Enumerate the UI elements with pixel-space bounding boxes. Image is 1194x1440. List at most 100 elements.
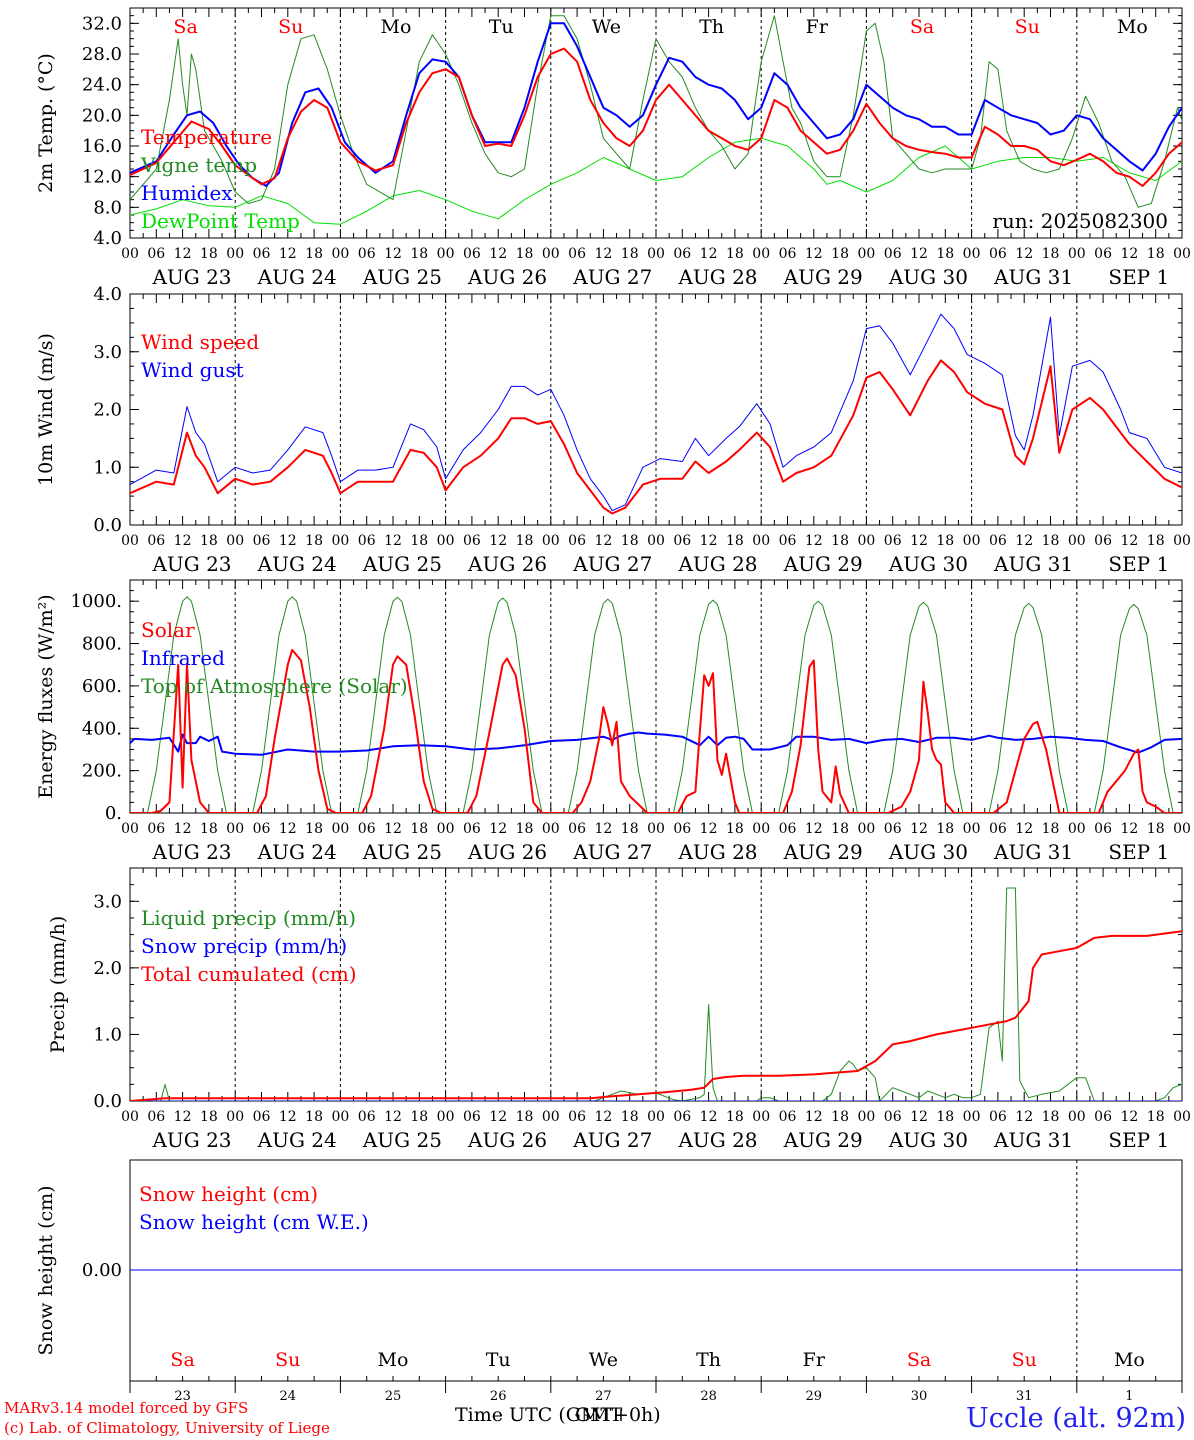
hour-tick-label: 18 bbox=[410, 533, 428, 549]
hour-tick-label: 00 bbox=[857, 1109, 875, 1125]
hour-tick-label: 06 bbox=[673, 246, 691, 262]
hour-tick-label: 12 bbox=[1120, 533, 1138, 549]
date-label: AUG 24 bbox=[257, 552, 337, 576]
panel-energy: 0. 200. 400. 600. 800. 1000. Energy fluxes (W/… bbox=[35, 579, 1191, 864]
hour-tick-label: 12 bbox=[700, 821, 718, 837]
hour-tick-label: 12 bbox=[489, 533, 507, 549]
weekday-label: Mo bbox=[381, 16, 412, 38]
date-label: AUG 31 bbox=[993, 552, 1073, 576]
series-line-temperature bbox=[130, 47, 1182, 187]
hour-tick-label: 00 bbox=[963, 1109, 981, 1125]
hour-tick-label: 18 bbox=[936, 533, 954, 549]
date-label: AUG 25 bbox=[362, 840, 442, 864]
hour-tick-label: 12 bbox=[805, 821, 823, 837]
y-tick-label: 2.0 bbox=[93, 958, 122, 979]
hour-tick-label: 18 bbox=[831, 1109, 849, 1125]
hour-tick-label: 12 bbox=[910, 533, 928, 549]
model-credit: MARv3.14 model forced by GFS bbox=[4, 1399, 249, 1417]
weekday-label: Su bbox=[1012, 1349, 1037, 1371]
date-label: AUG 30 bbox=[888, 265, 968, 289]
hour-tick-label: 00 bbox=[121, 821, 139, 837]
hour-tick-label: 12 bbox=[384, 1109, 402, 1125]
y-tick-label: 0.0 bbox=[93, 515, 122, 536]
hour-tick-label: 00 bbox=[647, 533, 665, 549]
hour-tick-label: 12 bbox=[279, 246, 297, 262]
y-axis-title: 10m Wind (m/s) bbox=[35, 333, 57, 486]
hour-tick-label: 18 bbox=[410, 246, 428, 262]
hour-tick-label: 06 bbox=[673, 533, 691, 549]
hour-tick-label: 12 bbox=[910, 1109, 928, 1125]
date-label: AUG 30 bbox=[888, 552, 968, 576]
hour-tick-label: 12 bbox=[384, 246, 402, 262]
hour-tick-label: 00 bbox=[963, 533, 981, 549]
hour-tick-label: 18 bbox=[305, 821, 323, 837]
hour-tick-label: 00 bbox=[1068, 246, 1086, 262]
hour-tick-label: 18 bbox=[305, 533, 323, 549]
hour-tick-label: 18 bbox=[621, 533, 639, 549]
date-label: AUG 27 bbox=[572, 1128, 652, 1152]
hour-tick-label: 12 bbox=[174, 821, 192, 837]
hour-tick-label: 06 bbox=[253, 1109, 271, 1125]
hour-tick-label: 18 bbox=[1147, 821, 1165, 837]
legend-entry: Humidex bbox=[141, 181, 233, 205]
date-label: AUG 28 bbox=[677, 840, 757, 864]
hour-tick-label: 12 bbox=[700, 1109, 718, 1125]
hour-tick-label: 06 bbox=[989, 821, 1007, 837]
date-label: AUG 27 bbox=[572, 552, 652, 576]
date-label: AUG 23 bbox=[151, 840, 231, 864]
hour-tick-label: 06 bbox=[989, 1109, 1007, 1125]
date-label: AUG 27 bbox=[572, 840, 652, 864]
weekday-label: Tu bbox=[489, 16, 514, 38]
hour-tick-label: 06 bbox=[779, 533, 797, 549]
hour-tick-label: 00 bbox=[857, 821, 875, 837]
panel-precip: 0.0 1.0 2.0 3.0 Precip (mm/h) 00 06 12 18 00 06 12 1… bbox=[47, 867, 1191, 1152]
hour-tick-label: 18 bbox=[1042, 821, 1060, 837]
hour-tick-label: 12 bbox=[1015, 1109, 1033, 1125]
y-tick-label: 4.0 bbox=[93, 284, 122, 305]
date-label: AUG 31 bbox=[993, 840, 1073, 864]
hour-tick-label: 18 bbox=[621, 821, 639, 837]
date-label: AUG 26 bbox=[467, 552, 547, 576]
hour-tick-label: 06 bbox=[147, 533, 165, 549]
hour-tick-label: 00 bbox=[752, 821, 770, 837]
y-axis-title: 2m Temp. (°C) bbox=[35, 53, 57, 193]
hour-tick-label: 06 bbox=[884, 1109, 902, 1125]
hour-tick-label: 06 bbox=[1094, 533, 1112, 549]
legend-entry: Total cumulated (cm) bbox=[141, 962, 357, 986]
hour-tick-label: 06 bbox=[463, 821, 481, 837]
hour-tick-label: 18 bbox=[516, 1109, 534, 1125]
hour-tick-label: 12 bbox=[1120, 1109, 1138, 1125]
day-number-label: 25 bbox=[385, 1389, 402, 1404]
weekday-label: Th bbox=[699, 16, 724, 38]
hour-tick-label: 12 bbox=[1015, 246, 1033, 262]
time-axis-overlap-label: GMT bbox=[575, 1404, 623, 1426]
date-label: AUG 24 bbox=[257, 265, 337, 289]
hour-tick-label: 00 bbox=[1068, 821, 1086, 837]
station-label: Uccle (alt. 92m) bbox=[966, 1403, 1186, 1434]
day-number-label: 27 bbox=[595, 1389, 612, 1404]
hour-tick-label: 00 bbox=[963, 821, 981, 837]
weekday-label: Mo bbox=[1117, 16, 1148, 38]
weekday-label: Sa bbox=[170, 1349, 194, 1371]
legend-entry: Infrared bbox=[141, 646, 225, 670]
run-label: run: 2025082300 bbox=[992, 209, 1168, 233]
hour-tick-label: 06 bbox=[568, 246, 586, 262]
series-line-top-of-atmosphere-solar bbox=[130, 596, 1182, 813]
hour-tick-label: 00 bbox=[331, 1109, 349, 1125]
hour-tick-label: 18 bbox=[516, 246, 534, 262]
series-line-wind-speed bbox=[130, 359, 1182, 515]
weekday-label: We bbox=[592, 16, 621, 38]
hour-tick-label: 00 bbox=[963, 246, 981, 262]
date-label: SEP 1 bbox=[1108, 840, 1169, 864]
weekday-label: Su bbox=[1015, 16, 1040, 38]
y-tick-label: 400. bbox=[82, 718, 122, 739]
day-number-label: 1 bbox=[1125, 1389, 1133, 1404]
hour-tick-label: 06 bbox=[568, 1109, 586, 1125]
hour-tick-label: 12 bbox=[489, 246, 507, 262]
hour-tick-label: 00 bbox=[121, 1109, 139, 1125]
date-label: AUG 23 bbox=[151, 1128, 231, 1152]
hour-tick-label: 06 bbox=[673, 1109, 691, 1125]
hour-tick-label: 06 bbox=[568, 533, 586, 549]
date-label: AUG 24 bbox=[257, 1128, 337, 1152]
hour-tick-label: 00 bbox=[647, 821, 665, 837]
